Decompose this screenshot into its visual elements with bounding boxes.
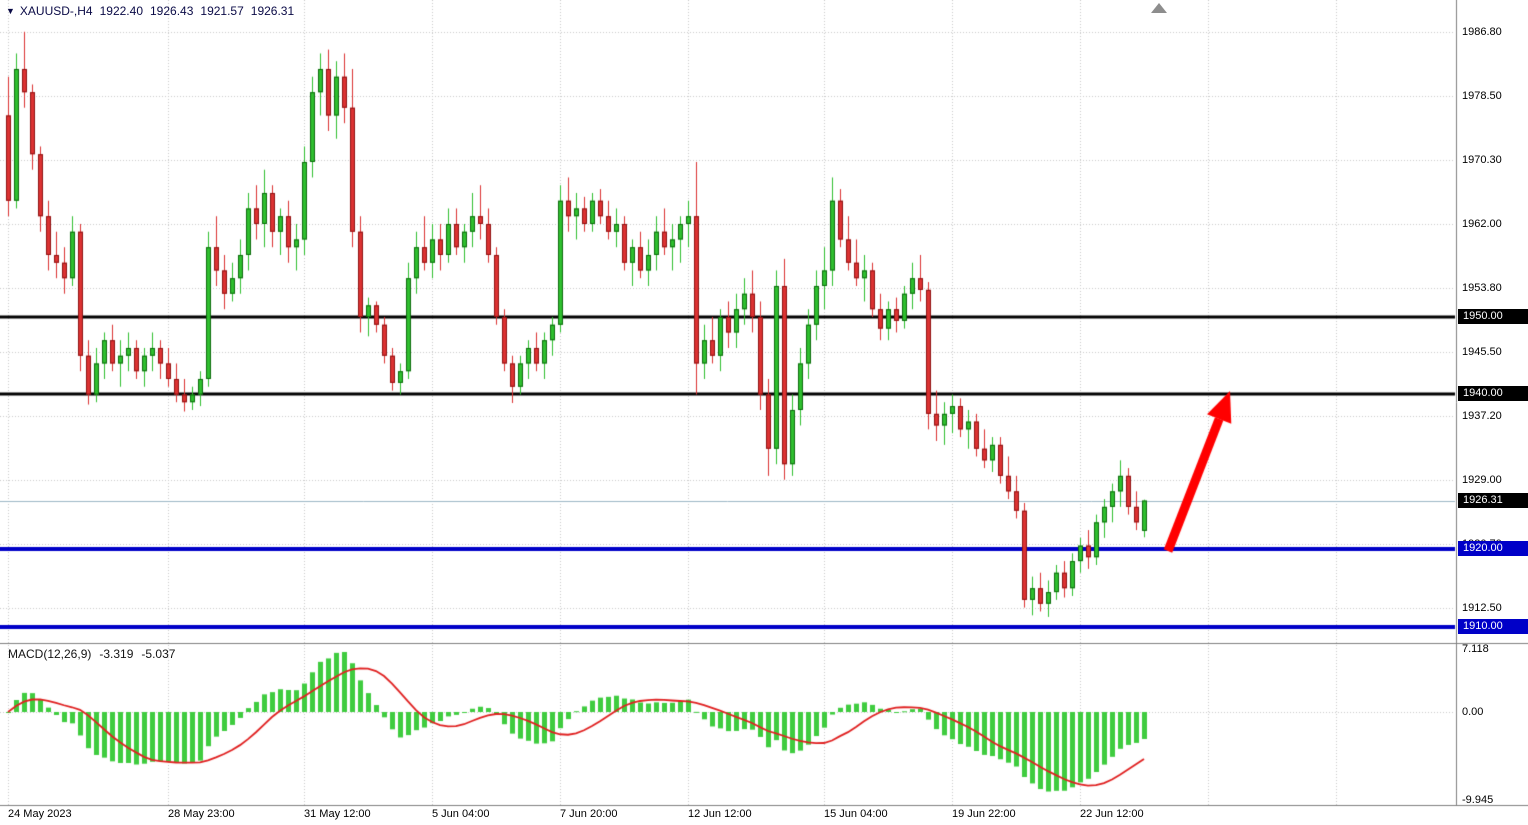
price-chart-canvas[interactable] <box>0 0 1528 825</box>
trading-chart-window: ▼ XAUUSD-,H4 1922.40 1926.43 1921.57 192… <box>0 0 1528 825</box>
